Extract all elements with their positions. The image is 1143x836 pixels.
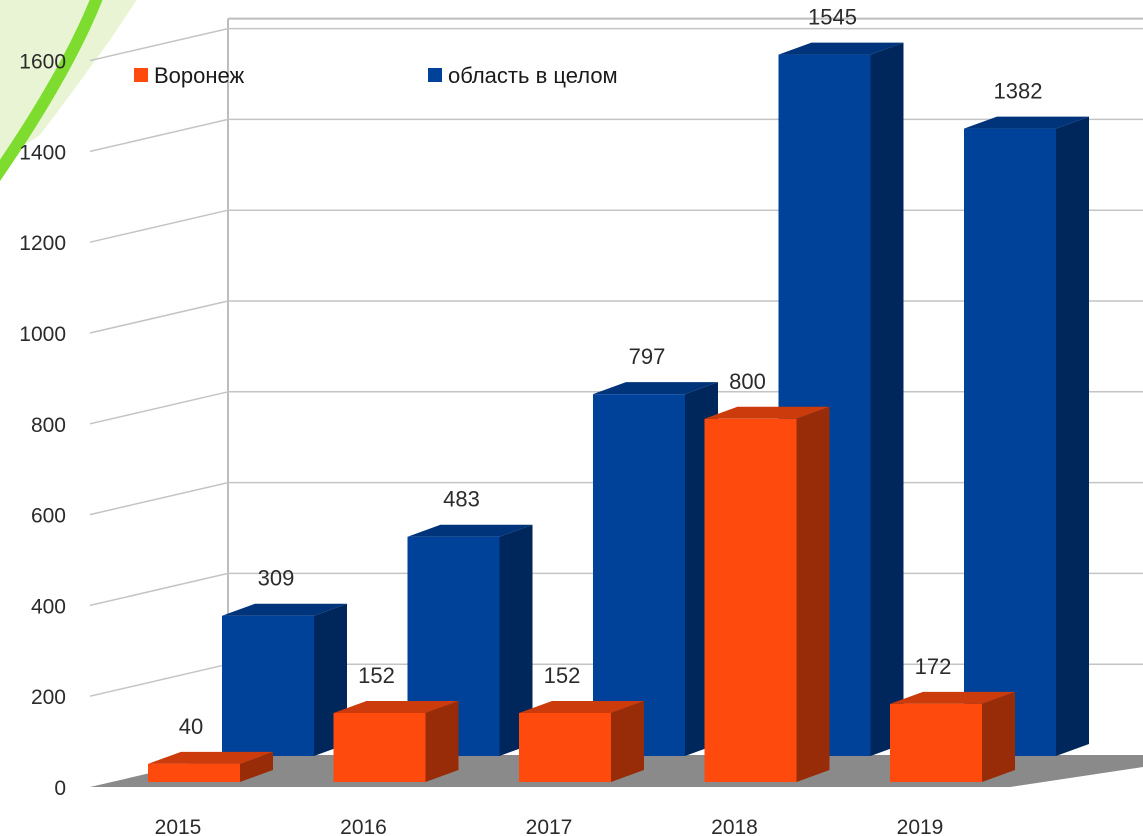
bar-voronezh-2016-top [333,700,459,713]
gridline-side [89,209,229,243]
bar-oblast-2017 [593,382,718,756]
y-tick-label: 1000 [19,323,66,346]
gridline-side [89,27,229,62]
y-tick-label: 0 [54,777,66,800]
bar-voronezh-2019-top [890,691,1015,704]
data-label-oblast: 797 [629,344,666,369]
gridline-side [89,663,229,697]
bar-voronezh-2018-side [796,406,830,782]
legend: Воронеж область в целом [134,63,618,88]
gridline-side [89,300,229,334]
y-tick-label: 1400 [19,141,66,164]
bar-voronezh-2019 [890,691,1015,782]
y-tick-label: 1600 [19,51,66,74]
legend-swatch-oblast [428,68,442,82]
bar-oblast-2018-side [870,42,904,756]
bar-oblast-2019-front [964,128,1056,756]
bars: 309 483 797 1545 1382 40 152 152 800 172 [148,5,1089,782]
x-tick-label: 2016 [340,816,387,836]
bar-voronezh-2018-front [704,418,797,782]
bar-voronezh-2015-top [148,751,273,764]
bar-oblast-2016-top [407,524,533,537]
x-tick-label: 2017 [526,816,573,836]
data-label-voronezh: 800 [729,369,766,394]
bar-oblast-2017-top [593,382,718,395]
bar-voronezh-2016-front [333,712,426,782]
bar-voronezh-2017-top [519,700,644,713]
bar-voronezh-2019-front [890,703,982,782]
y-tick-label: 800 [31,414,66,437]
data-label-voronezh: 172 [915,654,952,679]
y-tick-label: 1200 [19,232,66,255]
bar-voronezh-2018-top [704,406,830,419]
legend-label-oblast: область в целом [448,63,618,88]
x-tick-label: 2018 [711,816,758,836]
x-axis-ticks: 2015 2016 2017 2018 2019 [155,816,944,836]
bar-voronezh-2015-side [240,751,273,782]
x-tick-label: 2019 [897,816,944,836]
bar-voronezh-2017-front [519,712,611,782]
bar-oblast-2019 [964,116,1089,756]
data-label-voronezh: 152 [358,663,395,688]
data-label-voronezh: 152 [544,663,581,688]
y-axis-ticks: 0 200 400 600 800 1000 1200 1400 1600 [19,51,66,800]
y-tick-label: 200 [31,686,66,709]
y-tick-label: 400 [31,595,66,618]
legend-swatch-voronezh [134,68,148,82]
bar-voronezh-2017 [519,700,644,782]
bar-oblast-2015-front [222,615,314,756]
data-label-oblast: 309 [258,566,295,591]
bar-voronezh-2018 [704,406,830,782]
data-label-voronezh: 40 [179,714,203,739]
bar-voronezh-2017-side [611,700,644,782]
data-label-oblast: 1382 [994,79,1043,104]
gridline-side [89,481,229,516]
bar-oblast-2019-top [964,116,1089,129]
bar-oblast-2019-side [1056,116,1089,756]
corner-badge-decoration [0,0,137,182]
legend-label-voronezh: Воронеж [154,63,245,88]
bar-voronezh-2016 [333,700,459,782]
data-label-oblast: 1545 [808,5,857,30]
bar-oblast-2017-front [593,394,685,756]
bar-oblast-2016-side [499,524,533,756]
bar-voronezh-2016-side [425,700,459,782]
y-tick-label: 600 [31,505,66,528]
bar-oblast-2015 [222,603,347,756]
data-label-oblast: 483 [443,487,480,512]
gridline-side [89,572,229,607]
bar-voronezh-2019-side [982,691,1015,782]
bar-voronezh-2015-front [148,763,240,782]
x-tick-label: 2015 [155,816,202,836]
bar-oblast-2018-top [778,42,904,55]
gridline-side [89,118,229,153]
gridline-side [89,391,229,425]
bar-voronezh-2015 [148,751,273,782]
bar-oblast-2015-top [222,603,347,616]
